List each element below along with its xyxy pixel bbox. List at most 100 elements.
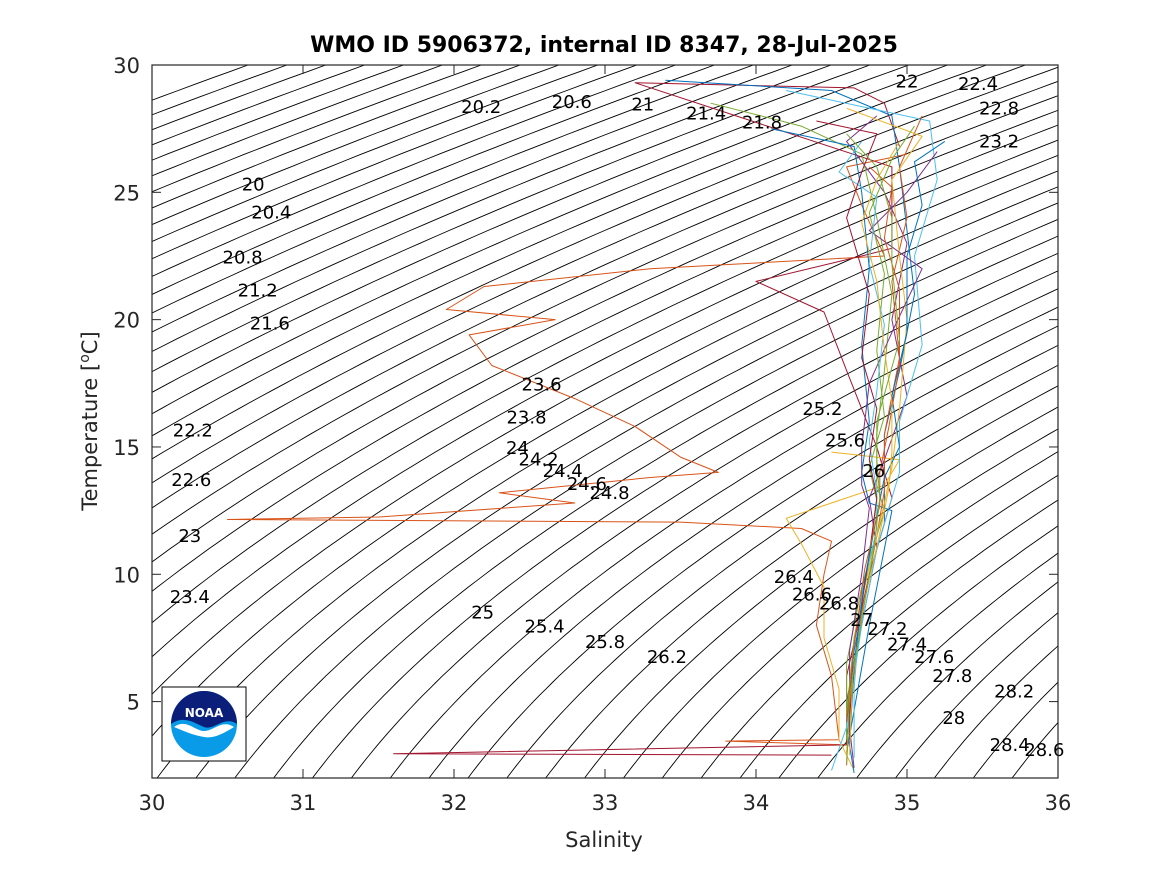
- isopycnal-line: [152, 65, 250, 101]
- isopycnal-line: [152, 65, 639, 260]
- y-tick-label: 25: [113, 181, 140, 205]
- isopycnal-line: [933, 645, 1058, 778]
- contour-label: 28: [942, 708, 965, 729]
- isopycnal-line: [152, 65, 833, 353]
- chart-title: WMO ID 5906372, internal ID 8347, 28-Jul…: [310, 33, 898, 58]
- isopycnal-line: [700, 474, 1058, 778]
- isopycnal-line: [152, 65, 911, 393]
- profile-line: [227, 153, 908, 746]
- svg-text:NOAA: NOAA: [185, 706, 224, 720]
- isopycnal-line: [152, 65, 483, 193]
- noaa-logo: NOAA: [161, 686, 247, 762]
- isopycnal-line: [545, 385, 1058, 778]
- y-tick-label: 15: [113, 436, 140, 460]
- isopycnal-line: [152, 154, 1058, 658]
- contour-label: 23.6: [522, 375, 562, 396]
- contour-label: 22.8: [979, 98, 1019, 119]
- isopycnal-line: [152, 65, 600, 242]
- contour-label: 25.2: [802, 399, 842, 420]
- profile-line: [770, 128, 893, 753]
- isopycnal-line: [152, 124, 1058, 592]
- isopycnal-line: [389, 306, 1058, 778]
- x-tick-label: 31: [290, 791, 317, 815]
- isopycnal-line: [152, 65, 677, 277]
- contour-label: 20.2: [461, 97, 501, 118]
- contour-label: 25.8: [585, 632, 625, 653]
- contour-label: 21.2: [238, 280, 278, 301]
- profile-series: [227, 79, 946, 773]
- isopycnal-line: [234, 235, 1058, 778]
- isopycnal-line: [152, 65, 405, 161]
- contour-label: 23.4: [170, 587, 210, 608]
- isopycnal-line: [273, 252, 1058, 778]
- contour-label: 21.8: [742, 112, 782, 133]
- y-axis-ticks: 5 10 15 20 25 30: [113, 54, 1058, 715]
- isopycnal-line: [856, 581, 1058, 778]
- contour-label: 27.6: [914, 647, 954, 668]
- isopycnal-line: [661, 451, 1058, 778]
- isopycnal-line: [152, 66, 1058, 484]
- contour-label: 24.8: [589, 483, 629, 504]
- isopycnal-line: [156, 202, 1058, 778]
- contour-label: 24.6: [567, 474, 607, 495]
- isopycnal-line: [152, 65, 988, 437]
- isopycnal-line: [739, 499, 1058, 778]
- contour-label: 25.4: [525, 617, 565, 638]
- contour-label: 23.8: [506, 408, 546, 429]
- x-tick-label: 34: [743, 791, 770, 815]
- y-axis-label: Temperature [oC]: [77, 331, 102, 511]
- isopycnal-line: [195, 218, 1058, 778]
- contour-label: 20.6: [552, 92, 592, 113]
- x-tick-label: 33: [592, 791, 619, 815]
- contour-label: 20: [242, 175, 265, 196]
- isopycnal-line: [152, 65, 561, 226]
- isopycnal-line: [152, 170, 1058, 695]
- contour-label: 26.6: [792, 585, 832, 606]
- isopycnal-line: [152, 65, 716, 295]
- profile-line: [710, 102, 893, 740]
- contour-label: 28.2: [994, 681, 1034, 702]
- isopycnal-line: [152, 65, 755, 314]
- x-tick-label: 35: [894, 791, 921, 815]
- contour-label: 21.6: [250, 314, 290, 335]
- profile-line: [849, 140, 946, 748]
- isopycnal-line: [152, 80, 1058, 509]
- isopycnal-line: [152, 139, 1058, 624]
- contour-label: 23: [178, 526, 201, 547]
- y-tick-label: 10: [113, 563, 140, 587]
- contour-label: 27.8: [932, 666, 972, 687]
- contour-label: 24.2: [519, 450, 559, 471]
- contour-label: 22.6: [171, 470, 211, 491]
- isopycnal-line: [584, 406, 1058, 778]
- profile-line: [846, 166, 900, 723]
- contour-label: 22: [896, 72, 919, 93]
- isopycnal-line: [152, 65, 949, 415]
- contour-label: 24.4: [543, 461, 583, 482]
- x-axis-label: Salinity: [565, 828, 643, 852]
- x-tick-label: 30: [139, 791, 166, 815]
- contour-label: 20.8: [223, 247, 263, 268]
- contour-label: 27.4: [887, 634, 927, 655]
- contour-label: 28.4: [990, 735, 1030, 756]
- contour-label: 25: [471, 603, 494, 624]
- y-tick-label: 20: [113, 309, 140, 333]
- isopycnal-line: [152, 65, 289, 116]
- isopycnal-line: [152, 65, 444, 177]
- contour-label: 22.4: [958, 74, 998, 95]
- contour-label: 25.6: [825, 431, 865, 452]
- isopycnal-line: [972, 681, 1058, 778]
- y-tick-label: 30: [113, 54, 140, 78]
- contour-label: 27.2: [867, 619, 907, 640]
- isopycnal-line: [778, 525, 1058, 778]
- contour-label: 27: [850, 610, 873, 631]
- x-tick-label: 36: [1045, 791, 1072, 815]
- contour-label: 20.4: [251, 203, 291, 224]
- isopycnal-line: [1011, 721, 1058, 778]
- contour-label: 26.2: [647, 647, 687, 668]
- isopycnal-line: [152, 65, 872, 373]
- contour-label: 26.8: [819, 594, 859, 615]
- contour-label: 21.4: [686, 103, 726, 124]
- isopycnal-line: [311, 270, 1058, 778]
